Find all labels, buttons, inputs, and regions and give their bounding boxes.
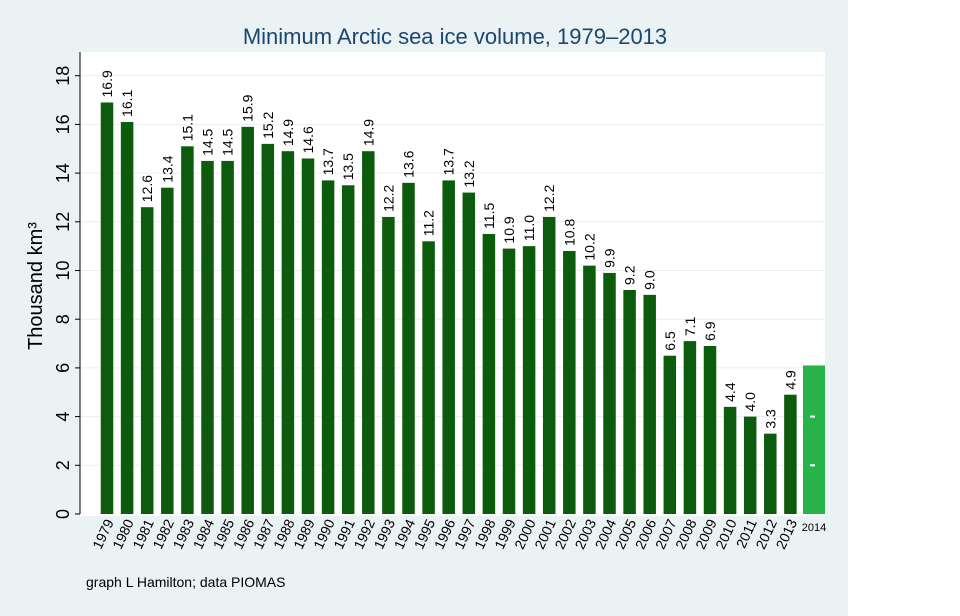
bar [442,180,455,514]
data-label: 10.2 [581,233,597,260]
bar [583,265,596,514]
bar-chart: 16.9197916.1198012.6198113.4198215.11983… [25,24,826,590]
bar [321,180,335,514]
data-label: 11.0 [521,215,537,241]
bar [623,289,636,514]
x-tick-label: 2013 [772,516,800,551]
bar [241,126,254,515]
data-label: 12.6 [139,175,155,202]
bar [703,345,717,514]
bar [120,121,134,514]
data-label: 13.7 [320,148,336,175]
bar [140,207,154,514]
bar [643,294,656,514]
data-label: 15.1 [179,114,195,141]
data-label: 13.5 [340,153,356,180]
data-label: 15.2 [260,111,276,138]
bar [382,216,395,514]
bar [301,158,315,515]
bar [743,416,757,514]
y-tick-label: 8 [53,314,73,324]
data-label: 4.0 [742,392,758,412]
extra-bar-label: 2014 [802,522,826,534]
bar [161,187,174,514]
data-label: 13.4 [159,155,175,182]
data-label: 9.9 [602,248,618,268]
data-label: 10.9 [501,216,517,243]
data-label: 16.9 [99,70,115,97]
data-label: 14.6 [300,126,316,153]
data-label: 3.3 [762,409,778,429]
data-label: 14.5 [200,128,216,155]
bar [402,182,415,514]
bar [764,433,777,514]
bar [563,251,576,514]
bar [261,143,275,514]
bar [522,246,536,514]
data-label: 12.2 [380,184,396,211]
data-label: 6.5 [662,331,678,351]
data-label: 4.4 [722,382,738,402]
bar [502,248,516,514]
data-label: 13.2 [461,160,477,187]
data-label: 11.2 [421,210,437,236]
data-label: 10.8 [561,219,577,246]
y-tick-label: 4 [53,412,73,422]
bar [221,160,234,515]
data-label: 16.1 [119,90,135,117]
data-label: 9.0 [642,270,658,290]
bar [281,151,295,514]
extra-bar [803,365,825,514]
y-tick-label: 2 [53,460,73,470]
bar [482,233,496,514]
data-label: 6.9 [702,321,718,341]
bar [663,355,677,514]
bar [341,185,355,514]
bar [683,341,697,514]
data-label: 15.9 [240,94,256,121]
data-label: 7.1 [682,316,698,336]
data-label: 11.5 [481,203,497,229]
bar [723,406,737,514]
data-label: 14.9 [280,119,296,146]
bar [542,216,556,514]
y-axis-label: Thousand km³ [25,222,47,350]
y-tick-label: 0 [53,509,73,519]
bar [362,151,375,514]
bar [603,272,616,514]
data-label: 9.2 [622,265,638,285]
y-tick-label: 10 [53,260,73,280]
bar [462,192,476,514]
chart-figure: 16.9 1979 16.1 1980 12.6 1981 13.4 1982 15.1 1983… [0,0,848,616]
y-tick-label: 6 [53,363,73,373]
y-tick-label: 18 [53,66,73,86]
bar [181,146,194,514]
bar [422,241,435,514]
data-label: 13.6 [401,150,417,177]
y-tick-label: 16 [53,114,73,134]
data-label: 12.2 [541,184,557,211]
y-tick-label: 14 [53,163,73,183]
chart-title: Minimum Arctic sea ice volume, 1979–2013 [243,24,667,49]
bar [784,394,797,514]
source-note: graph L Hamilton; data PIOMAS [86,574,285,590]
data-label: 14.9 [360,119,376,146]
data-label: 4.9 [782,370,798,390]
bar [100,102,114,515]
y-tick-label: 12 [53,212,73,232]
bar [201,160,214,515]
data-label: 13.7 [441,148,457,175]
data-label: 14.5 [220,128,236,155]
